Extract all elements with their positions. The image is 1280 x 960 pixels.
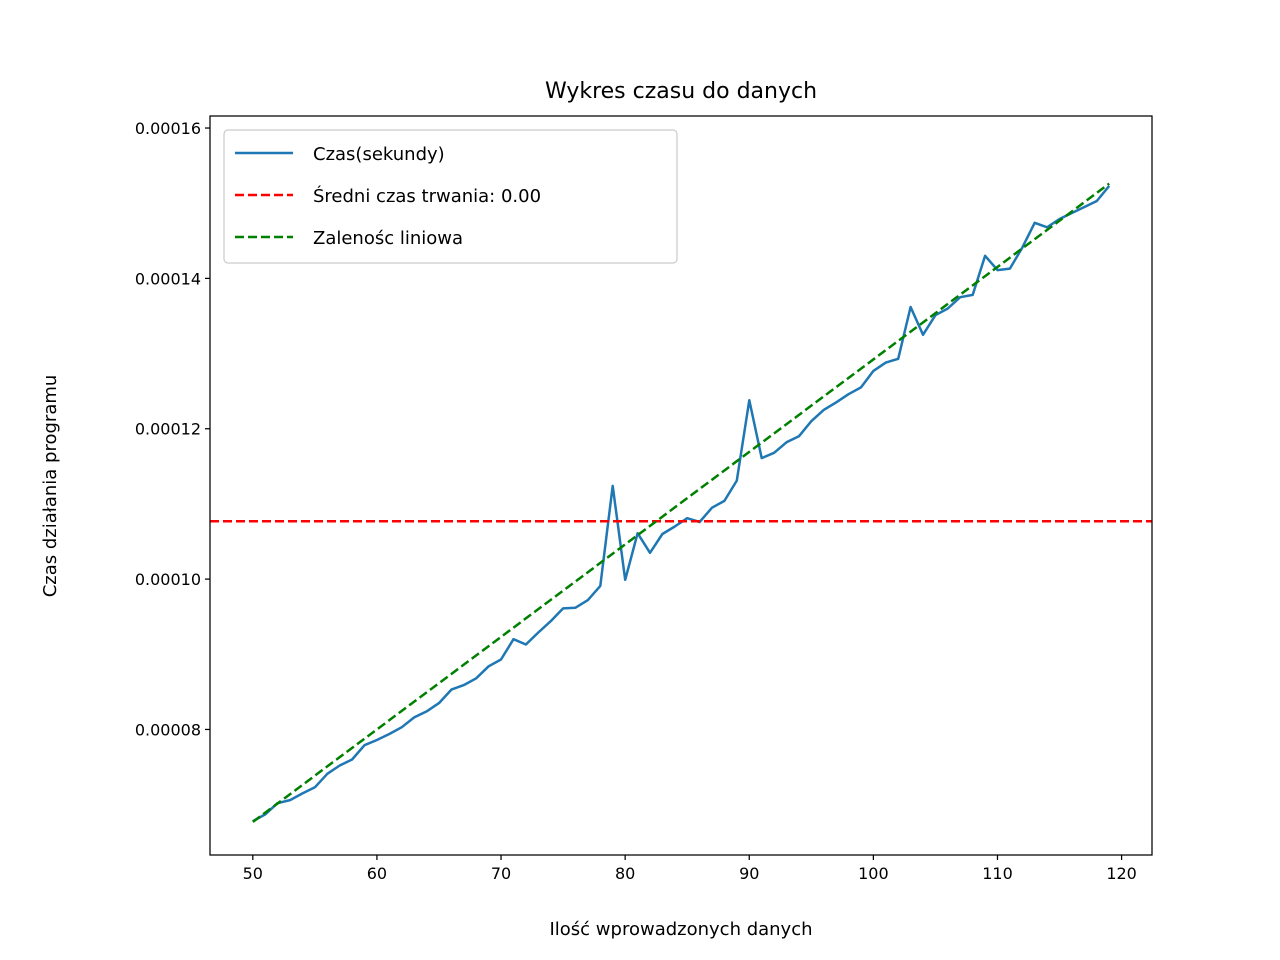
legend-label: Średni czas trwania: 0.00 <box>313 185 541 207</box>
legend-label: Zalenośc liniowa <box>313 228 463 249</box>
legend-box <box>223 129 678 264</box>
x-tick-label: 60 <box>367 864 387 883</box>
legend: Czas(sekundy) Średni czas trwania: 0.00 Za… <box>223 129 678 264</box>
y-tick-label: 0.00016 <box>135 119 201 138</box>
legend-label: Czas(sekundy) <box>313 144 445 165</box>
plot-frame <box>209 115 1153 856</box>
x-tick-label: 50 <box>243 864 263 883</box>
chart-title: Wykres czasu do danych <box>545 79 817 104</box>
y-axis-label: Czas działania programu <box>40 375 61 598</box>
x-tick-label: 100 <box>858 864 889 883</box>
axes-ticks: 50 60 70 80 90 100 110 120 0.00008 0.00010 0.00012… <box>135 119 1137 883</box>
x-tick-label: 110 <box>982 864 1013 883</box>
x-tick-label: 70 <box>491 864 511 883</box>
y-tick-label: 0.00012 <box>135 420 201 439</box>
y-tick-label: 0.00014 <box>135 269 201 288</box>
plot-content <box>210 182 1152 823</box>
trend-line <box>252 182 1110 823</box>
y-tick-label: 0.00008 <box>135 720 201 739</box>
y-tick-label: 0.00010 <box>135 570 201 589</box>
x-axis-label: Ilość wprowadzonych danych <box>549 919 812 940</box>
x-tick-label: 90 <box>739 864 759 883</box>
x-tick-label: 80 <box>615 864 635 883</box>
x-tick-label: 120 <box>1106 864 1137 883</box>
